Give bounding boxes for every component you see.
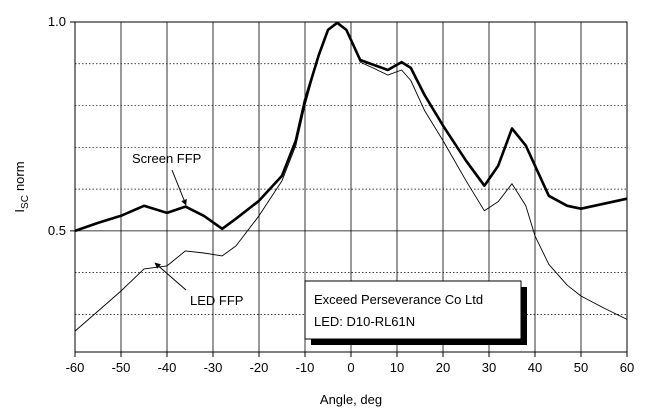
info-box — [304, 280, 522, 340]
x-tick-label: 10 — [390, 360, 404, 375]
x-tick-label: -40 — [158, 360, 177, 375]
x-tick-label: 40 — [528, 360, 542, 375]
x-tick-label: -50 — [112, 360, 131, 375]
series-line — [74, 21, 628, 332]
annotation: Exceed Perseverance Co Ltd — [314, 292, 483, 307]
x-axis-label: Angle, deg — [320, 392, 382, 407]
x-tick-label: 20 — [436, 360, 450, 375]
x-tick-label: 0 — [347, 360, 354, 375]
annotation: LED: D10-RL61N — [314, 314, 415, 329]
x-tick-label: -10 — [296, 360, 315, 375]
x-tick-label: -60 — [66, 360, 85, 375]
y-axis-label-main: I — [12, 209, 27, 213]
x-tick-label: -30 — [204, 360, 223, 375]
x-tick-label: 50 — [574, 360, 588, 375]
y-axis-label-sub: SC — [20, 195, 31, 209]
series-label: Screen FFP — [132, 151, 201, 166]
x-tick-label: 60 — [620, 360, 634, 375]
x-tick-label: -20 — [250, 360, 269, 375]
plot-frame — [74, 21, 628, 353]
y-axis-label-rest: norm — [12, 161, 27, 191]
y-tick-label: 1.0 — [48, 14, 66, 29]
series-label: LED FFP — [190, 293, 243, 308]
y-axis-label: ISC norm — [12, 161, 31, 212]
x-tick-label: 30 — [482, 360, 496, 375]
arrow — [171, 169, 187, 206]
arrow — [154, 262, 187, 291]
y-tick-label: 0.5 — [48, 223, 66, 238]
series-line — [74, 21, 628, 233]
